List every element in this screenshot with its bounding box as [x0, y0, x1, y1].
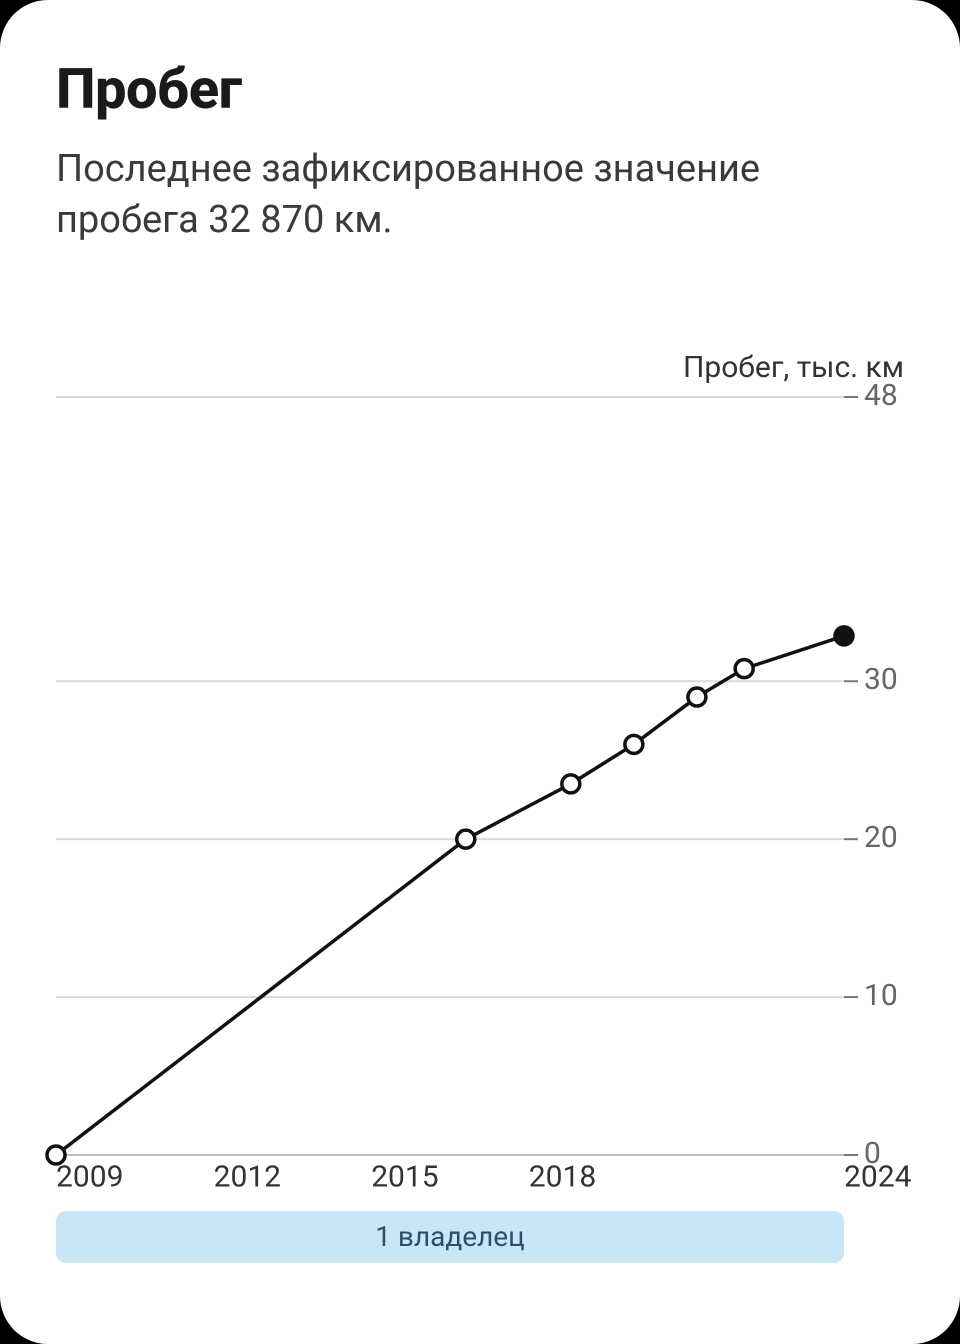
owner-band: 1 владелец: [56, 1211, 844, 1263]
x-tick-label: 2024: [844, 1159, 912, 1194]
chart-svg: Пробег, тыс. км0102030482009201220152018…: [56, 347, 904, 1207]
mileage-chart: Пробег, тыс. км0102030482009201220152018…: [56, 347, 904, 1207]
data-marker: [688, 688, 706, 706]
section-subtitle: Последнее зафиксированное значение пробе…: [56, 144, 904, 247]
data-marker: [735, 659, 753, 677]
owner-band-label: 1 владелец: [375, 1220, 525, 1253]
x-tick-label: 2009: [56, 1159, 123, 1194]
y-tick-label: 48: [864, 378, 898, 413]
x-tick-label: 2018: [529, 1159, 596, 1194]
data-marker: [47, 1146, 65, 1164]
mileage-card: Пробег Последнее зафиксированное значени…: [0, 0, 960, 1344]
x-tick-label: 2015: [371, 1159, 438, 1194]
y-tick-label: 20: [864, 820, 898, 855]
data-marker: [457, 830, 475, 848]
data-marker: [625, 735, 643, 753]
y-tick-label: 30: [864, 662, 898, 697]
y-tick-label: 10: [864, 978, 898, 1013]
data-line: [56, 636, 844, 1155]
section-title: Пробег: [56, 56, 904, 122]
data-marker: [562, 774, 580, 792]
x-tick-label: 2012: [214, 1159, 281, 1194]
data-marker: [835, 627, 853, 645]
